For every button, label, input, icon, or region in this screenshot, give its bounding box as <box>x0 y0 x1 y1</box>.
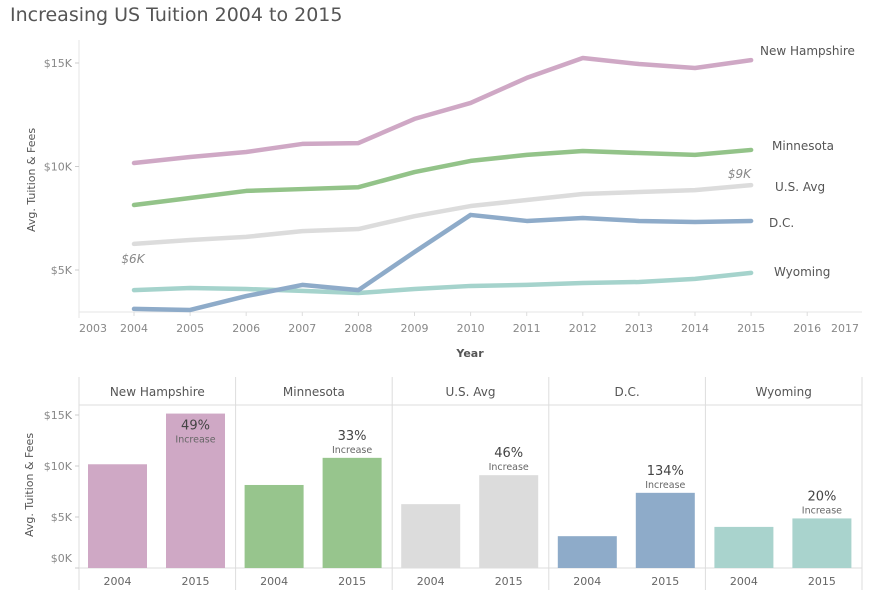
x-tick-label: 2015 <box>495 575 523 588</box>
increase-label: Increase <box>802 505 842 516</box>
x-tick-label: 2014 <box>681 322 709 335</box>
increase-label: Increase <box>332 445 372 456</box>
bar-2004 <box>714 526 774 568</box>
x-tick-label: 2004 <box>120 322 148 335</box>
series-line-u-s-avg <box>131 182 754 247</box>
x-tick-label: 2012 <box>569 322 597 335</box>
pct-increase-label: 33% <box>338 429 367 444</box>
x-tick-label: 2006 <box>232 322 260 335</box>
x-tick-label: 2005 <box>176 322 204 335</box>
series-line-wyoming <box>131 270 754 296</box>
y-tick-label: $15K <box>44 409 73 422</box>
x-tick-label: 2015 <box>182 575 210 588</box>
page-title: Increasing US Tuition 2004 to 2015 <box>10 4 343 26</box>
bar-2015 <box>479 475 539 568</box>
y-axis-title: Avg. Tuition & Fees <box>23 433 36 537</box>
x-tick-label: 2015 <box>737 322 765 335</box>
x-tick-label: 2015 <box>651 575 679 588</box>
x-tick-label: 2009 <box>401 322 429 335</box>
bar-2004 <box>88 464 147 568</box>
series-line-d-c- <box>131 212 754 313</box>
x-tick-label: 2015 <box>338 575 366 588</box>
y-tick-label: $5K <box>51 511 73 524</box>
y-tick-label: $10K <box>44 161 73 174</box>
x-tick-label: 2004 <box>260 575 288 588</box>
y-tick-label: $5K <box>51 264 73 277</box>
pct-increase-label: 46% <box>494 446 523 461</box>
x-tick-label: 2004 <box>730 575 758 588</box>
series-label: Minnesota <box>772 139 834 153</box>
y-tick-label: $15K <box>44 57 73 70</box>
x-tick-label: 2010 <box>457 322 485 335</box>
x-axis-title: Year <box>455 347 484 360</box>
y-axis-title: Avg. Tuition & Fees <box>25 128 38 232</box>
y-tick-label: $10K <box>44 460 73 473</box>
bar-2015 <box>166 413 225 568</box>
series-line-minnesota <box>131 147 754 208</box>
annotation-label: $9K <box>728 167 752 181</box>
bar-2004 <box>557 536 617 568</box>
x-tick-label: 2011 <box>513 322 541 335</box>
increase-label: Increase <box>489 462 529 473</box>
panel-header: New Hampshire <box>110 385 205 399</box>
pct-increase-label: 49% <box>181 419 210 434</box>
x-tick-label: 2004 <box>417 575 445 588</box>
pct-increase-label: 134% <box>647 464 684 479</box>
x-tick-label: 2013 <box>625 322 653 335</box>
x-tick-label: 2004 <box>104 575 132 588</box>
series-label: New Hampshire <box>760 44 855 58</box>
series-line-new-hampshire <box>131 55 754 166</box>
annotation-label: $6K <box>121 252 145 266</box>
pct-increase-label: 20% <box>807 489 836 504</box>
x-tick-label: 2015 <box>808 575 836 588</box>
x-tick-label: 2008 <box>344 322 372 335</box>
increase-label: Increase <box>175 435 215 446</box>
bar-2015 <box>322 457 382 568</box>
bar-2015 <box>635 492 695 568</box>
panel-header: D.C. <box>614 385 639 399</box>
series-label: U.S. Avg <box>775 180 825 194</box>
panel-header: Minnesota <box>283 385 345 399</box>
panel-header: Wyoming <box>756 385 812 399</box>
bar-2015 <box>792 518 852 568</box>
x-tick-label: 2016 <box>793 322 821 335</box>
series-label: Wyoming <box>774 265 830 279</box>
series-label: D.C. <box>769 216 794 230</box>
y-tick-label: $0K <box>51 552 73 565</box>
bar-2004 <box>244 484 304 568</box>
x-tick-label: 2004 <box>573 575 601 588</box>
x-tick-label: 2007 <box>288 322 316 335</box>
x-tick-label: 2017 <box>831 322 859 335</box>
panel-header: U.S. Avg <box>445 385 495 399</box>
bar-2004 <box>401 504 461 568</box>
x-tick-label: 2003 <box>79 322 107 335</box>
increase-label: Increase <box>645 480 685 491</box>
